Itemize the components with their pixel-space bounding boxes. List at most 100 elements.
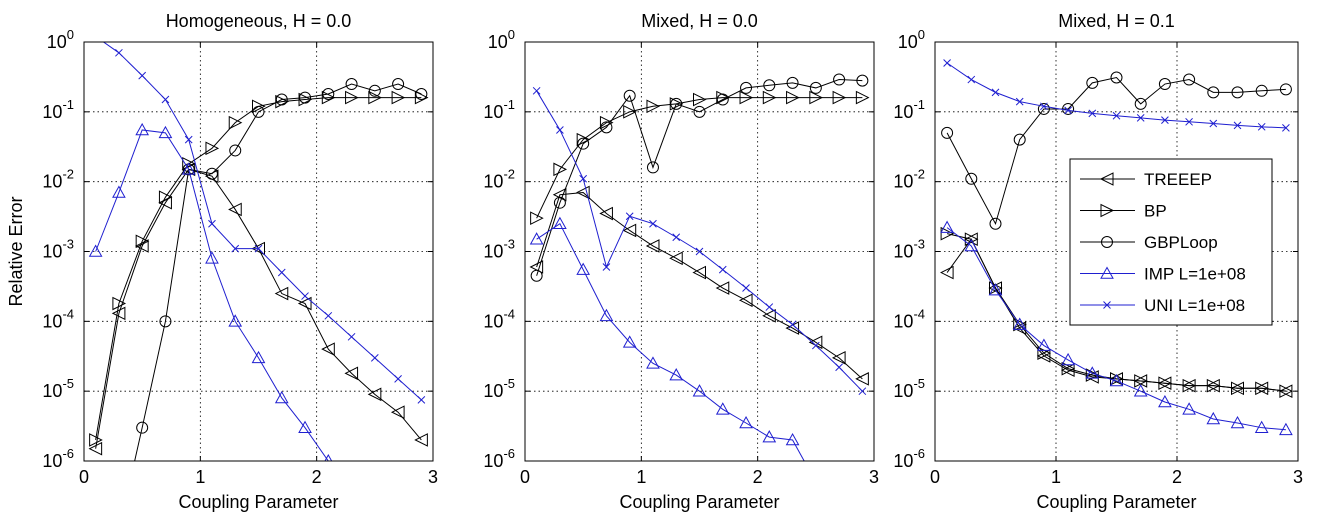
data-point-tri-right [855, 90, 870, 105]
data-point-circle [833, 73, 846, 86]
data-point-triangle-up [1061, 352, 1075, 366]
data-point-tri-left [669, 251, 683, 266]
data-point-triangle-up [135, 122, 150, 136]
data-point-tri-right [623, 105, 637, 119]
x-tick-label: 2 [1172, 467, 1182, 487]
data-point-circle [965, 172, 978, 185]
chart-panel-1: 0 1 2 3 10-6 10-5 10-4 10-3 10-2 10-1 100 Homogeneo… [6, 11, 438, 512]
series-line-gbploop [536, 79, 863, 276]
data-point-tri-right [391, 90, 406, 105]
data-point-tri-left [1085, 370, 1099, 384]
data-point-tri-left [321, 342, 335, 356]
data-point-tri-right [1206, 378, 1221, 393]
series-line-bp [95, 97, 422, 441]
data-point-x [672, 233, 681, 242]
y-tick-label: 10-2 [483, 167, 515, 192]
chart-title: Homogeneous, H = 0.0 [166, 11, 352, 31]
data-point-triangle-up [715, 402, 730, 415]
data-point-tri-right [135, 234, 150, 249]
data-point-triangle-up [1012, 317, 1027, 330]
data-point-tri-left [855, 372, 869, 386]
data-point-tri-right [368, 90, 382, 105]
data-point-tri-right [1255, 381, 1269, 396]
data-point-tri-right [1279, 384, 1294, 398]
data-point-tri-right [576, 132, 591, 147]
data-point-circle [786, 76, 799, 89]
data-point-x [788, 320, 797, 329]
x-axis-label: Coupling Parameter [619, 492, 779, 512]
series-group [88, 42, 429, 461]
x-tick-label: 3 [1293, 467, 1303, 487]
data-point-circle [577, 137, 590, 150]
chart-panel-2: 0 1 2 3 10-6 10-5 10-4 10-3 10-2 10-1 100 Mixed, H … [483, 11, 879, 512]
data-point-tri-left [251, 241, 265, 256]
data-point-circle [989, 217, 1002, 230]
data-point-tri-right [809, 90, 823, 105]
data-point-x [1112, 111, 1121, 120]
data-point-x [1015, 97, 1024, 106]
legend-label: UNI L=1e+08 [1144, 296, 1245, 315]
data-point-tri-left [228, 202, 242, 217]
data-point-triangle-up [553, 216, 567, 230]
data-point-triangle-up [1254, 420, 1269, 433]
data-point-circle [1013, 133, 1026, 146]
data-point-triangle-up [646, 356, 660, 369]
data-point-circle [1207, 86, 1220, 99]
data-point-triangle-up [1230, 415, 1245, 429]
data-point-tri-left [88, 441, 103, 456]
data-point-x [347, 332, 356, 341]
data-point-circle [670, 97, 683, 110]
series-line-uni-l-1e-08 [536, 90, 863, 392]
data-point-x [277, 268, 286, 277]
data-point-x [1040, 102, 1048, 111]
data-point-tri-left [344, 366, 359, 381]
data-point-tri-right [716, 90, 730, 105]
data-point-x [765, 303, 774, 311]
data-point-tri-left [390, 405, 405, 419]
data-point-tri-right [1134, 374, 1148, 388]
data-point-circle [716, 93, 729, 106]
data-point-circle [1086, 76, 1099, 89]
data-point-triangle-up [940, 220, 954, 233]
data-point-x [858, 387, 867, 396]
y-tick-label: 10-2 [42, 167, 74, 192]
data-point-tri-right [762, 90, 777, 105]
data-point-tri-right [89, 433, 103, 447]
legend-marker [1101, 236, 1113, 248]
x-tick-label: 1 [1051, 467, 1061, 487]
data-point-x [1161, 116, 1169, 125]
x-tick-label: 1 [636, 467, 646, 487]
data-point-tri-left [715, 281, 730, 295]
legend-label: BP [1144, 202, 1167, 221]
legend-label: IMP L=1e+08 [1144, 265, 1246, 284]
data-point-triangle-up [1158, 394, 1172, 408]
data-point-tri-left [576, 185, 590, 200]
legend-marker [1100, 203, 1115, 218]
data-point-tri-right [112, 296, 127, 311]
data-point-circle [415, 88, 428, 101]
data-point-tri-left [111, 306, 126, 321]
data-point-tri-right [1231, 381, 1245, 396]
data-point-circle [345, 78, 358, 91]
data-point-tri-left [831, 351, 846, 365]
data-point-triangle-up [181, 162, 196, 175]
data-point-circle [600, 121, 613, 134]
data-point-triangle-up [274, 390, 289, 404]
data-point-x [1209, 119, 1218, 128]
y-tick-label: 10-6 [483, 446, 515, 471]
data-point-triangle-up [964, 238, 979, 252]
data-point-tri-left [552, 187, 567, 202]
data-point-tri-right [1013, 317, 1027, 332]
data-point-circle [392, 78, 405, 91]
data-point-tri-right [158, 190, 173, 204]
data-point-circle [1037, 102, 1050, 115]
data-point-tri-left [414, 433, 428, 447]
data-point-circle [229, 144, 242, 157]
series-line-uni-l-1e-08 [102, 42, 422, 401]
data-point-x [1233, 121, 1242, 130]
y-tick-label: 10-6 [893, 446, 925, 471]
y-tick-label: 10-4 [42, 306, 74, 331]
data-point-circle [693, 105, 706, 118]
data-point-triangle-up [810, 476, 822, 487]
y-tick-label: 10-3 [893, 237, 925, 262]
